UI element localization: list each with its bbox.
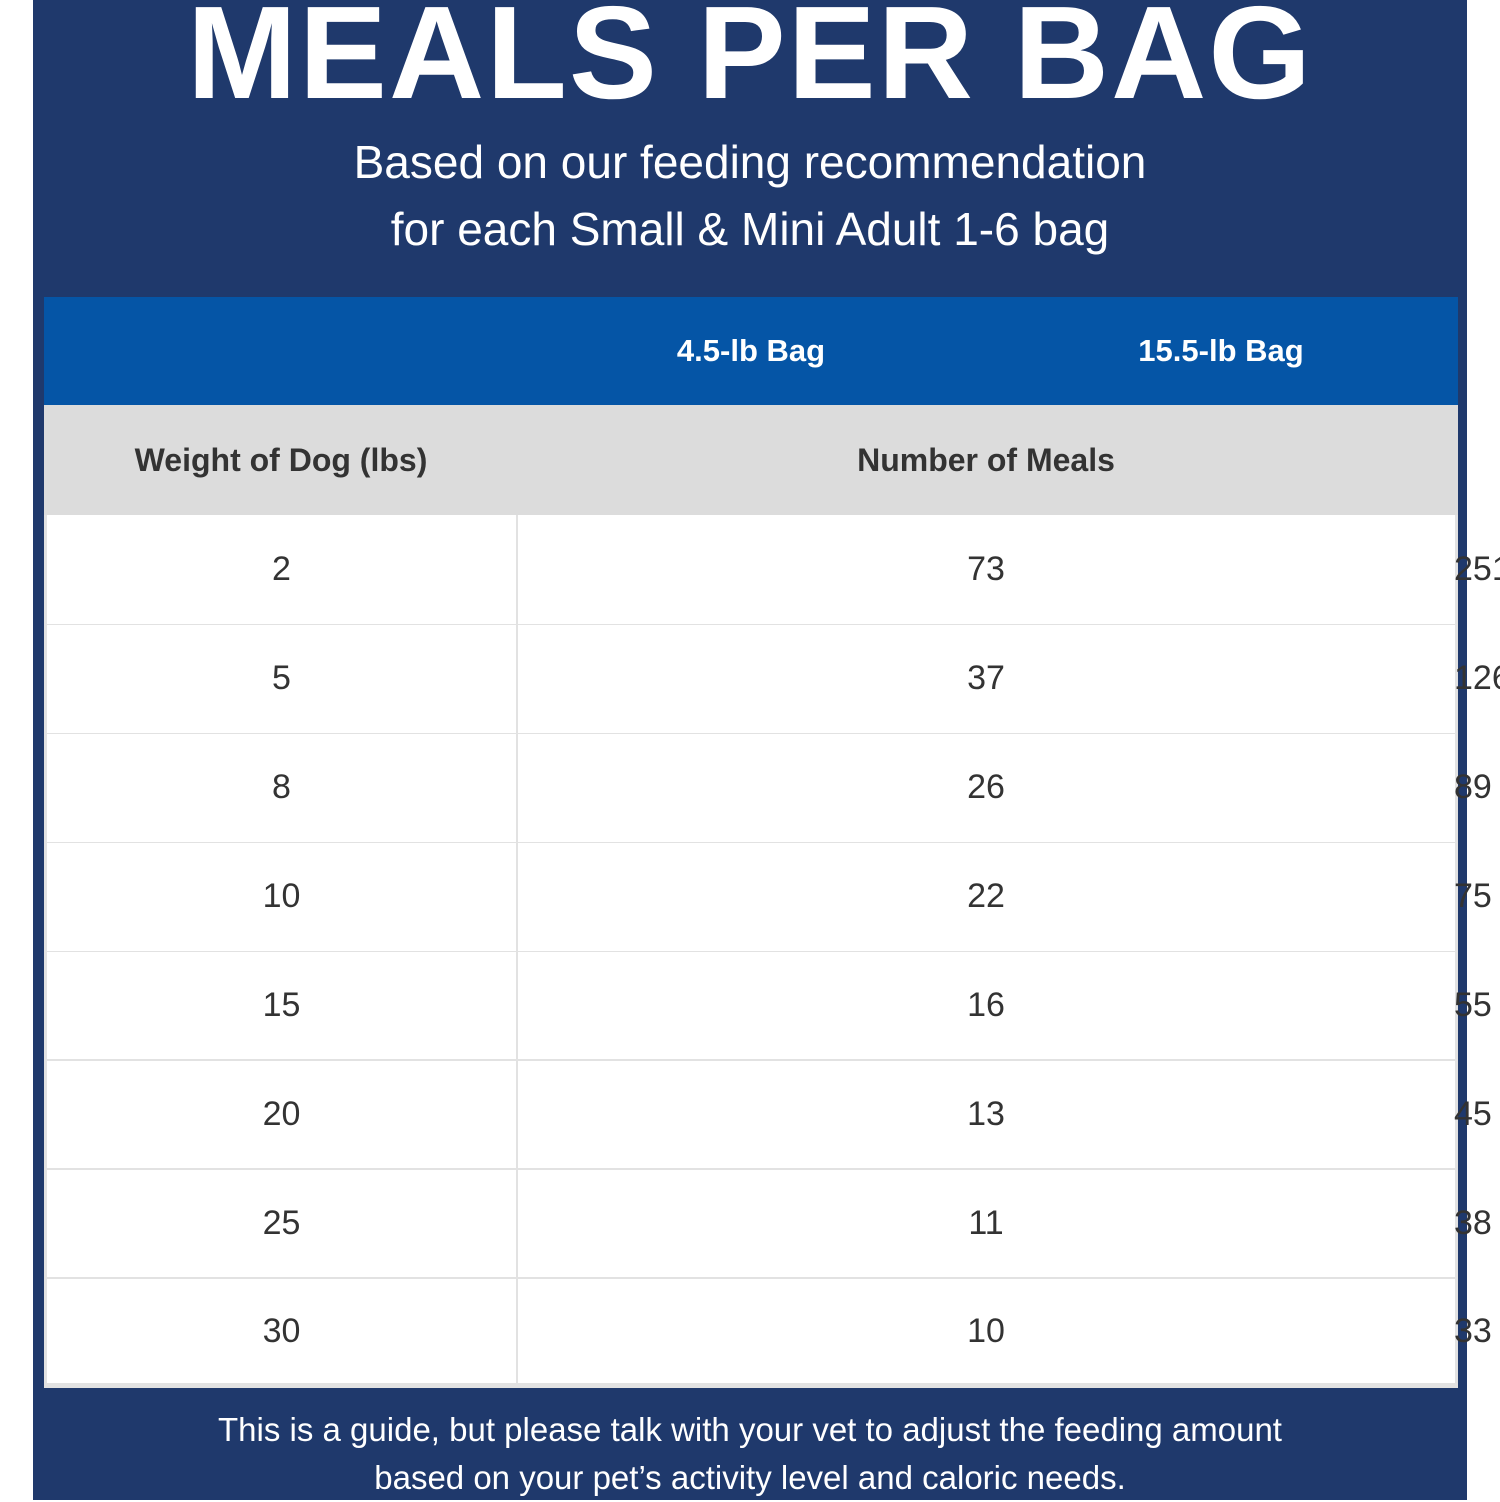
- table-cell: 10: [47, 843, 516, 951]
- table-header: [44, 297, 1458, 405]
- footnote: This is a guide, but please talk with yo…: [218, 1411, 1282, 1448]
- subtitle: for each Small & Mini Adult 1-6 bag: [390, 203, 1110, 255]
- table-cell: 38: [1454, 1169, 1492, 1278]
- table-cell: 251: [1454, 515, 1500, 624]
- table-cell: 55: [1454, 952, 1492, 1060]
- table-cell: 13: [518, 1061, 1454, 1169]
- table-cell: 2: [47, 515, 516, 624]
- column-header: 4.5-lb Bag: [676, 333, 826, 368]
- table-cell: 33: [1454, 1278, 1492, 1384]
- table-cell: 15: [47, 952, 516, 1060]
- table-cell: 126: [1454, 625, 1500, 733]
- table-cell: 25: [47, 1169, 516, 1278]
- table-cell: 45: [1454, 1061, 1492, 1169]
- table-cell: 37: [518, 625, 1454, 733]
- table-cell: 89: [1454, 734, 1492, 842]
- table-cell: 8: [47, 734, 516, 842]
- table-cell: 26: [518, 734, 1454, 842]
- table-cell: 30: [47, 1278, 516, 1384]
- subheader-cell: Weight of Dog (lbs): [134, 442, 428, 478]
- table-subheader: [44, 405, 1458, 515]
- table-cell: 73: [518, 515, 1454, 624]
- column-header: 15.5-lb Bag: [1138, 333, 1304, 368]
- table-cell: 22: [518, 843, 1454, 951]
- subheader-cell: Number of Meals: [857, 442, 1115, 478]
- table-cell: 16: [518, 952, 1454, 1060]
- footnote: based on your pet’s activity level and c…: [374, 1459, 1126, 1496]
- table-cell: 75: [1454, 843, 1492, 951]
- table-cell: 20: [47, 1061, 516, 1169]
- table-body: 2732515371268268910227515165520134525113…: [44, 515, 1500, 1388]
- subtitle: Based on our feeding recommendation: [353, 136, 1147, 188]
- table-cell: 11: [518, 1169, 1454, 1278]
- table-cell: 5: [47, 625, 516, 733]
- title: MEALS PER BAG: [186, 0, 1314, 126]
- table-cell: 10: [518, 1278, 1454, 1384]
